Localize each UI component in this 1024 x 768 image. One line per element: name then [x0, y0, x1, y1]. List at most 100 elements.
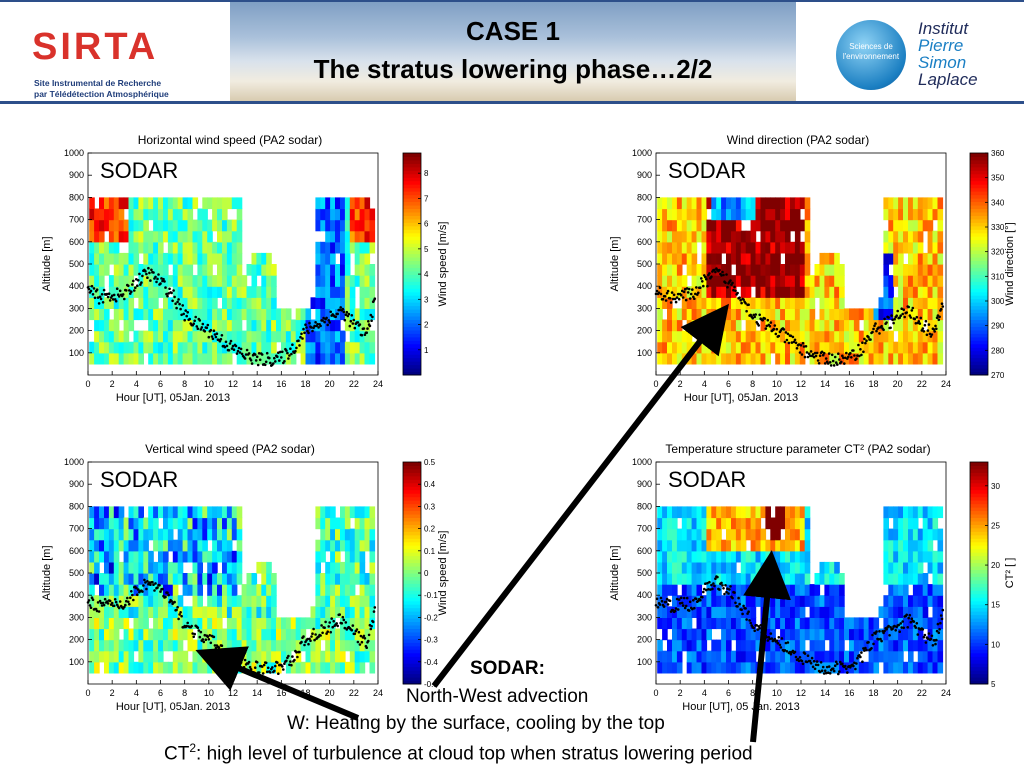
heatmap-cell [182, 219, 189, 232]
heatmap-cell [780, 341, 786, 354]
heatmap-cell [295, 617, 302, 630]
heatmap-cell [814, 330, 821, 343]
heatmap-cell [780, 550, 786, 563]
cloud-top-point [823, 669, 827, 672]
heatmap-cell [197, 297, 203, 309]
heatmap-cell [809, 639, 816, 652]
heatmap-cell [853, 308, 860, 321]
heatmap-cell [118, 506, 125, 519]
heatmap-cell [231, 319, 238, 332]
heatmap-cell [266, 286, 272, 298]
heatmap-cell [844, 330, 850, 343]
cloud-top-point [212, 635, 216, 639]
cloud-top-point [285, 659, 288, 663]
cloud-top-point [196, 327, 200, 331]
heatmap-cell [740, 252, 747, 265]
heatmap-cell [335, 584, 341, 596]
heatmap-cell [681, 584, 688, 596]
heatmap-cell [706, 341, 712, 354]
heatmap-cell [315, 252, 321, 265]
cloud-top-point [321, 631, 324, 635]
cloud-top-point [239, 661, 243, 664]
heatmap-cell [937, 341, 944, 354]
heatmap-cell [711, 197, 717, 210]
colorbar-step [970, 173, 988, 178]
cloud-top-point [675, 296, 679, 299]
cloud-top-point [855, 357, 858, 361]
heatmap-cell [364, 628, 371, 641]
cloud-top-point [772, 327, 776, 331]
heatmap-cell [330, 286, 336, 298]
heatmap-cell [726, 617, 732, 630]
cloud-top-point [921, 327, 925, 330]
colorbar-step [403, 583, 421, 588]
cloud-top-point [753, 315, 756, 319]
heatmap-cell [251, 573, 258, 585]
cloud-top-point [725, 273, 728, 276]
heatmap-cell [932, 264, 939, 276]
heatmap-cell [721, 230, 727, 243]
cloud-top-point [289, 347, 292, 351]
heatmap-cell [790, 208, 796, 221]
cloud-top-point [336, 312, 340, 316]
heatmap-cell [177, 650, 184, 663]
heatmap-cell [94, 617, 100, 630]
heatmap-cell [726, 264, 732, 276]
cloud-top-point [206, 323, 210, 327]
heatmap-cell [133, 208, 140, 221]
heatmap-cell [325, 264, 331, 276]
heatmap-cell [780, 330, 786, 343]
heatmap-cell [785, 219, 791, 232]
cloud-top-point [818, 670, 822, 674]
heatmap-cell [691, 297, 698, 309]
heatmap-cell [672, 639, 678, 652]
caption-line3: CT2: high level of turbulence at cloud t… [164, 741, 753, 765]
heatmap-cell [908, 197, 914, 210]
heatmap-cell [310, 330, 317, 343]
heatmap-cell [740, 639, 747, 652]
heatmap-cell [775, 286, 781, 298]
cloud-top-point [323, 320, 326, 324]
heatmap-cell [667, 341, 673, 354]
heatmap-cell [222, 550, 228, 563]
heatmap-cell [696, 550, 703, 563]
heatmap-cell [359, 650, 366, 663]
heatmap-cell [163, 197, 169, 210]
heatmap-cell [681, 517, 688, 530]
heatmap-cell [898, 550, 904, 563]
heatmap-cell [691, 650, 698, 663]
heatmap-cell [893, 606, 899, 618]
heatmap-cell [662, 219, 668, 232]
heatmap-cell [118, 208, 125, 221]
heatmap-cell [903, 352, 909, 365]
heatmap-cell [364, 219, 371, 232]
cloud-top-point [681, 604, 685, 607]
heatmap-cell [344, 539, 351, 552]
heatmap-cell [809, 606, 816, 618]
cloud-top-point [221, 651, 225, 655]
cloud-top-point [212, 329, 216, 333]
colorbar-step [403, 562, 421, 567]
heatmap-cell [898, 561, 904, 574]
heatmap-cell [686, 319, 693, 332]
cloud-top-point [153, 589, 156, 592]
y-tick-label: 700 [637, 215, 652, 225]
cloud-top-point [332, 619, 336, 623]
ipsl-circle-line1: Sciences de [849, 42, 893, 51]
heatmap-cell [295, 341, 302, 354]
cloud-top-point [896, 309, 899, 313]
colorbar-step [970, 333, 988, 338]
cloud-top-point [209, 641, 213, 645]
heatmap-cell [163, 606, 169, 618]
heatmap-cell [662, 319, 668, 332]
cloud-top-point [837, 352, 840, 356]
x-tick-label: 4 [702, 379, 707, 389]
heatmap-cell [138, 308, 144, 321]
heatmap-cell [672, 661, 678, 674]
heatmap-cell [750, 241, 757, 254]
heatmap-cell [740, 230, 747, 243]
heatmap-cell [701, 528, 708, 541]
heatmap-cell [726, 230, 732, 243]
heatmap-cell [755, 528, 762, 541]
heatmap-cell [686, 539, 693, 552]
